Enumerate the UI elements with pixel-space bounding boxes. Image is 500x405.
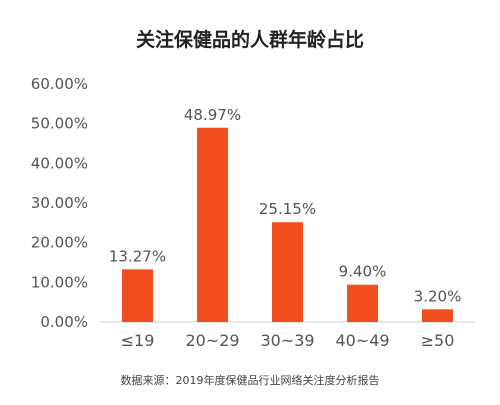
y-tick-label: 0.00% [40, 313, 88, 331]
chart-title: 关注保健品的人群年龄占比 [136, 28, 364, 51]
bar-value-label: 13.27% [109, 247, 166, 265]
y-tick-label: 20.00% [31, 234, 88, 252]
bar-value-label: 9.40% [339, 263, 387, 281]
x-tick-label: 40~49 [335, 331, 389, 350]
data-labels: 13.27% 48.97% 25.15% 9.40% 3.20% [109, 106, 461, 306]
bar [422, 309, 453, 322]
bar [122, 269, 153, 322]
source-note: 数据来源：2019年度保健品行业网络关注度分析报告 [121, 373, 380, 387]
bar [197, 127, 228, 322]
bars [122, 127, 453, 322]
bar [272, 222, 303, 322]
x-tick-label: 30~39 [260, 331, 314, 350]
x-tick-label: ≤19 [121, 331, 155, 350]
y-tick-label: 40.00% [31, 154, 88, 172]
bar [347, 284, 378, 322]
y-tick-label: 50.00% [31, 115, 88, 133]
bar-value-label: 48.97% [184, 106, 241, 124]
x-tick-label: 20~29 [185, 331, 239, 350]
bar-value-label: 25.15% [259, 200, 316, 218]
y-tick-label: 10.00% [31, 273, 88, 291]
y-tick-label: 60.00% [31, 75, 88, 93]
y-axis: 0.00% 10.00% 20.00% 30.00% 40.00% 50.00% 60.00… [31, 75, 88, 331]
y-tick-label: 30.00% [31, 194, 88, 212]
bar-value-label: 3.20% [414, 287, 462, 305]
x-tick-label: ≥50 [421, 331, 455, 350]
x-axis: ≤19 20~29 30~39 40~49 ≥50 [121, 331, 455, 350]
